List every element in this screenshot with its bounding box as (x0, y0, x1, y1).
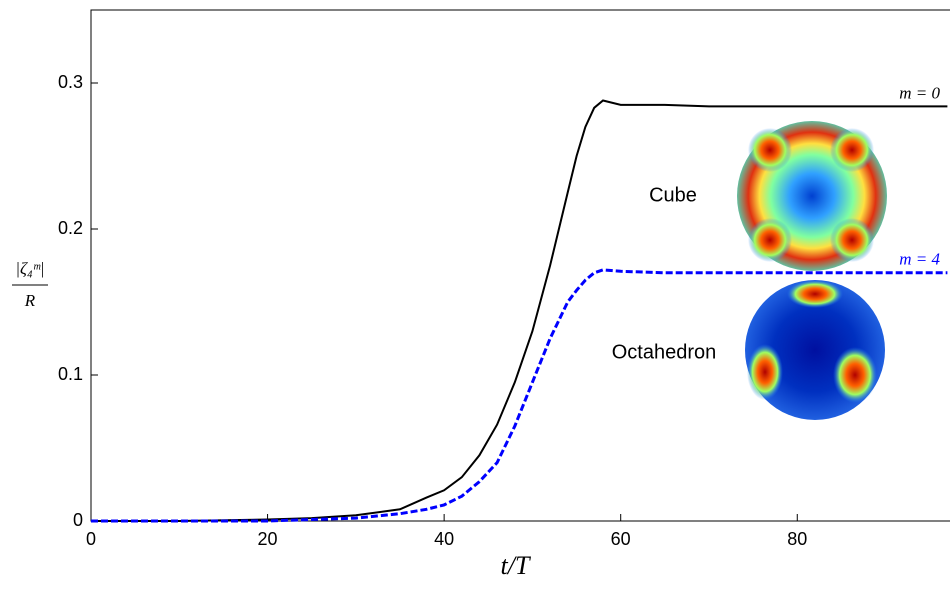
y-tick-label: 0.1 (58, 364, 83, 384)
x-tick-label: 60 (611, 529, 631, 549)
series-line (91, 268, 948, 523)
annotation: Octahedron (612, 341, 717, 363)
cube-sphere (737, 121, 887, 271)
y-axis-label-numerator: |ζ₄ᵐ| (15, 259, 44, 278)
x-tick-label: 20 (258, 529, 278, 549)
x-tick-label: 40 (434, 529, 454, 549)
series-label: m = 4 (899, 250, 940, 269)
series-label: m = 0 (899, 83, 940, 102)
annotation: Cube (649, 184, 697, 206)
x-tick-label: 80 (787, 529, 807, 549)
series-line (91, 99, 948, 522)
y-tick-label: 0.2 (58, 218, 83, 238)
plot-frame (90, 9, 950, 522)
y-tick-label: 0 (73, 510, 83, 530)
x-tick-label: 0 (86, 529, 96, 549)
y-axis-label-denominator: R (24, 291, 36, 310)
x-axis-label: t/T (501, 551, 531, 580)
octahedron-sphere (745, 280, 885, 420)
y-tick-label: 0.3 (58, 72, 83, 92)
